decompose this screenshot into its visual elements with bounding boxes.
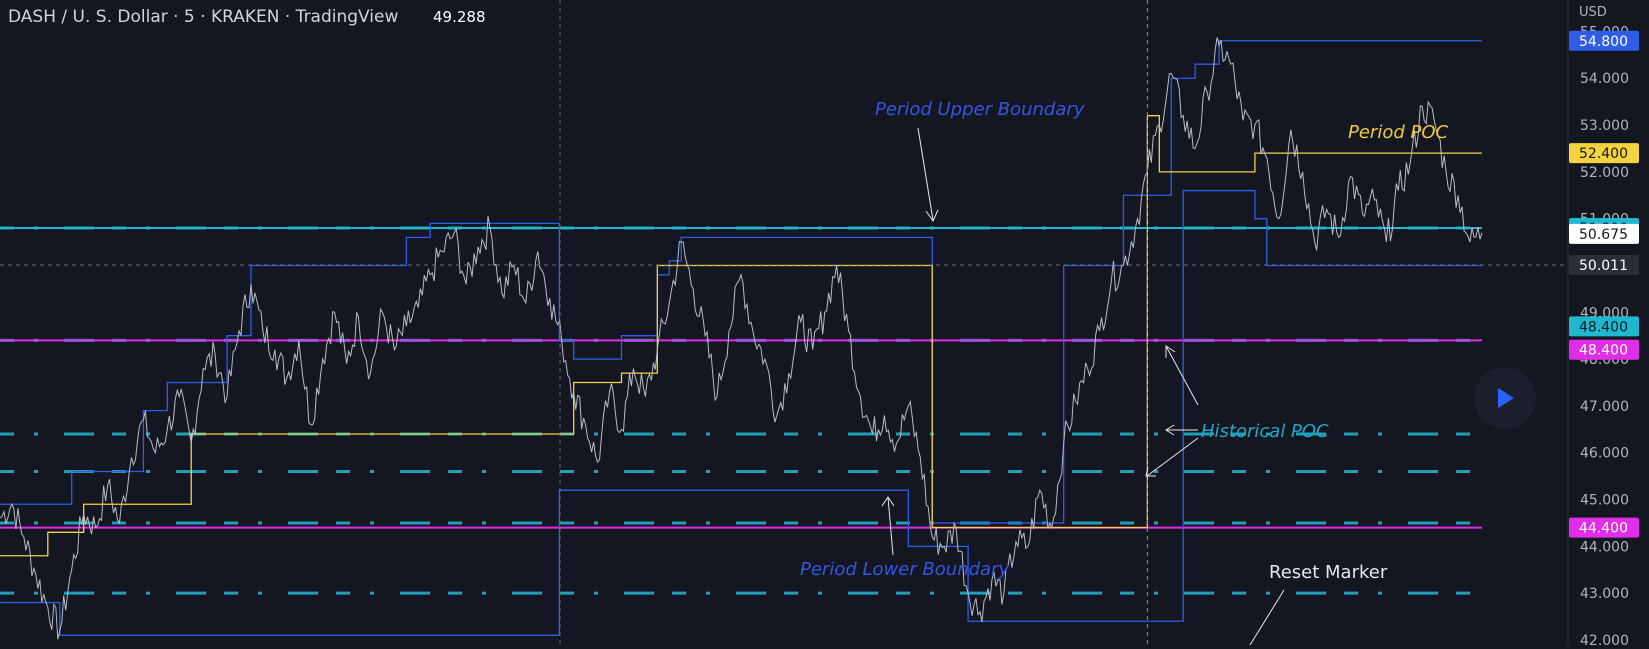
price-label-box bbox=[1569, 517, 1639, 538]
price-label-box bbox=[1569, 223, 1639, 244]
arrow-reset-marker bbox=[1249, 589, 1285, 646]
lower-boundary-line bbox=[0, 189, 1482, 636]
price-label-box bbox=[1569, 254, 1639, 275]
price-label-text: 44.400 bbox=[1579, 521, 1628, 537]
y-tick-label: 46.000 bbox=[1580, 446, 1629, 462]
arrow-head-historical-poc-1 bbox=[1165, 345, 1176, 358]
y-tick-label: 43.000 bbox=[1580, 586, 1629, 602]
price-label-text: 52.400 bbox=[1579, 146, 1628, 162]
annotations-layer: Period Upper Boundary Period POC Histori… bbox=[800, 99, 1449, 646]
period-poc-line bbox=[0, 115, 1482, 557]
annotation-reset-marker: Reset Marker bbox=[1269, 562, 1388, 583]
play-icon bbox=[1498, 388, 1514, 408]
historical-poc-layer bbox=[0, 226, 1482, 595]
price-label-box bbox=[1569, 143, 1639, 164]
replay-play-button[interactable] bbox=[1474, 367, 1536, 429]
y-tick-label: 42.000 bbox=[1580, 633, 1629, 645]
y-tick-label: 44.000 bbox=[1580, 539, 1629, 555]
upper-boundary-line bbox=[0, 40, 1482, 524]
symbol-title: DASH / U. S. Dollar · 5 · KRAKEN · Tradi… bbox=[8, 7, 398, 27]
price-label-text: 48.400 bbox=[1579, 319, 1628, 335]
annotation-period-poc: Period POC bbox=[1348, 122, 1449, 143]
price-label-box bbox=[1569, 339, 1639, 360]
currency-label: USD bbox=[1579, 5, 1607, 20]
y-tick-label: 53.000 bbox=[1580, 118, 1629, 134]
price-label-text: 50.011 bbox=[1579, 258, 1628, 274]
arrow-head-lower-boundary bbox=[881, 496, 895, 507]
y-tick-label: 54.000 bbox=[1580, 71, 1629, 87]
crosshair-layer bbox=[0, 0, 1568, 645]
price-label-text: 54.800 bbox=[1579, 34, 1628, 50]
price-label-box bbox=[1569, 30, 1639, 51]
arrow-head-historical-poc-2 bbox=[1165, 424, 1175, 436]
price-label-text: 48.400 bbox=[1579, 343, 1628, 359]
arrow-historical-poc-3 bbox=[1146, 437, 1199, 477]
annotation-period-lower-boundary: Period Lower Boundary bbox=[800, 559, 1009, 580]
horizontal-levels-layer bbox=[0, 227, 1482, 529]
arrow-head-historical-poc-3 bbox=[1145, 466, 1156, 477]
last-price: 49.288 bbox=[433, 8, 486, 26]
arrow-historical-poc-1 bbox=[1165, 345, 1199, 406]
arrow-upper-boundary bbox=[917, 127, 934, 221]
arrow-head-upper-boundary bbox=[925, 209, 939, 223]
annotation-period-upper-boundary: Period Upper Boundary bbox=[875, 99, 1085, 120]
y-tick-label: 52.000 bbox=[1580, 165, 1629, 181]
series-layer bbox=[0, 37, 1483, 640]
y-tick-label: 45.000 bbox=[1580, 493, 1629, 509]
price-line bbox=[0, 37, 1483, 640]
price-label-box bbox=[1569, 316, 1639, 337]
price-axis-labels: 54.80052.40050.80050.67550.01148.40048.4… bbox=[1569, 30, 1639, 538]
annotation-historical-poc: Historical POC bbox=[1201, 421, 1329, 442]
y-tick-label: 47.000 bbox=[1580, 399, 1629, 415]
price-label-text: 50.675 bbox=[1579, 227, 1628, 243]
arrow-lower-boundary bbox=[887, 496, 894, 556]
